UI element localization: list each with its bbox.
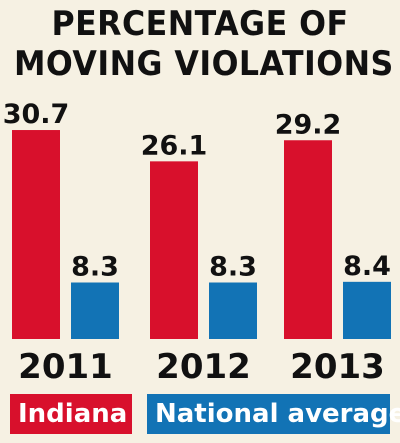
bar-indiana-2012 (150, 161, 198, 339)
value-label-national-average-2011: 8.3 (71, 252, 119, 283)
chart-title-line-2: MOVING VIOLATIONS (14, 44, 394, 84)
value-label-indiana-2011: 30.7 (3, 99, 70, 130)
value-label-national-average-2013: 8.4 (343, 251, 391, 282)
bar-national-average-2012 (209, 282, 257, 339)
bar-national-average-2011 (71, 282, 119, 339)
value-label-national-average-2012: 8.3 (209, 252, 257, 283)
bar-indiana-2013 (284, 140, 332, 339)
x-tick-label-2011: 2011 (18, 347, 113, 387)
legend-item-indiana: Indiana (10, 394, 132, 434)
chart-title-line-1: PERCENTAGE OF (51, 4, 349, 44)
bar-national-average-2013 (343, 281, 391, 339)
value-label-indiana-2012: 26.1 (141, 130, 208, 161)
legend-label-indiana: Indiana (18, 399, 128, 429)
x-tick-label-2013: 2013 (290, 347, 385, 387)
legend-label-national-average: National average (155, 399, 400, 429)
value-label-indiana-2013: 29.2 (275, 109, 342, 140)
x-tick-label-2012: 2012 (156, 347, 251, 387)
legend-item-national-average: National average (147, 394, 400, 434)
bar-indiana-2011 (12, 130, 60, 339)
